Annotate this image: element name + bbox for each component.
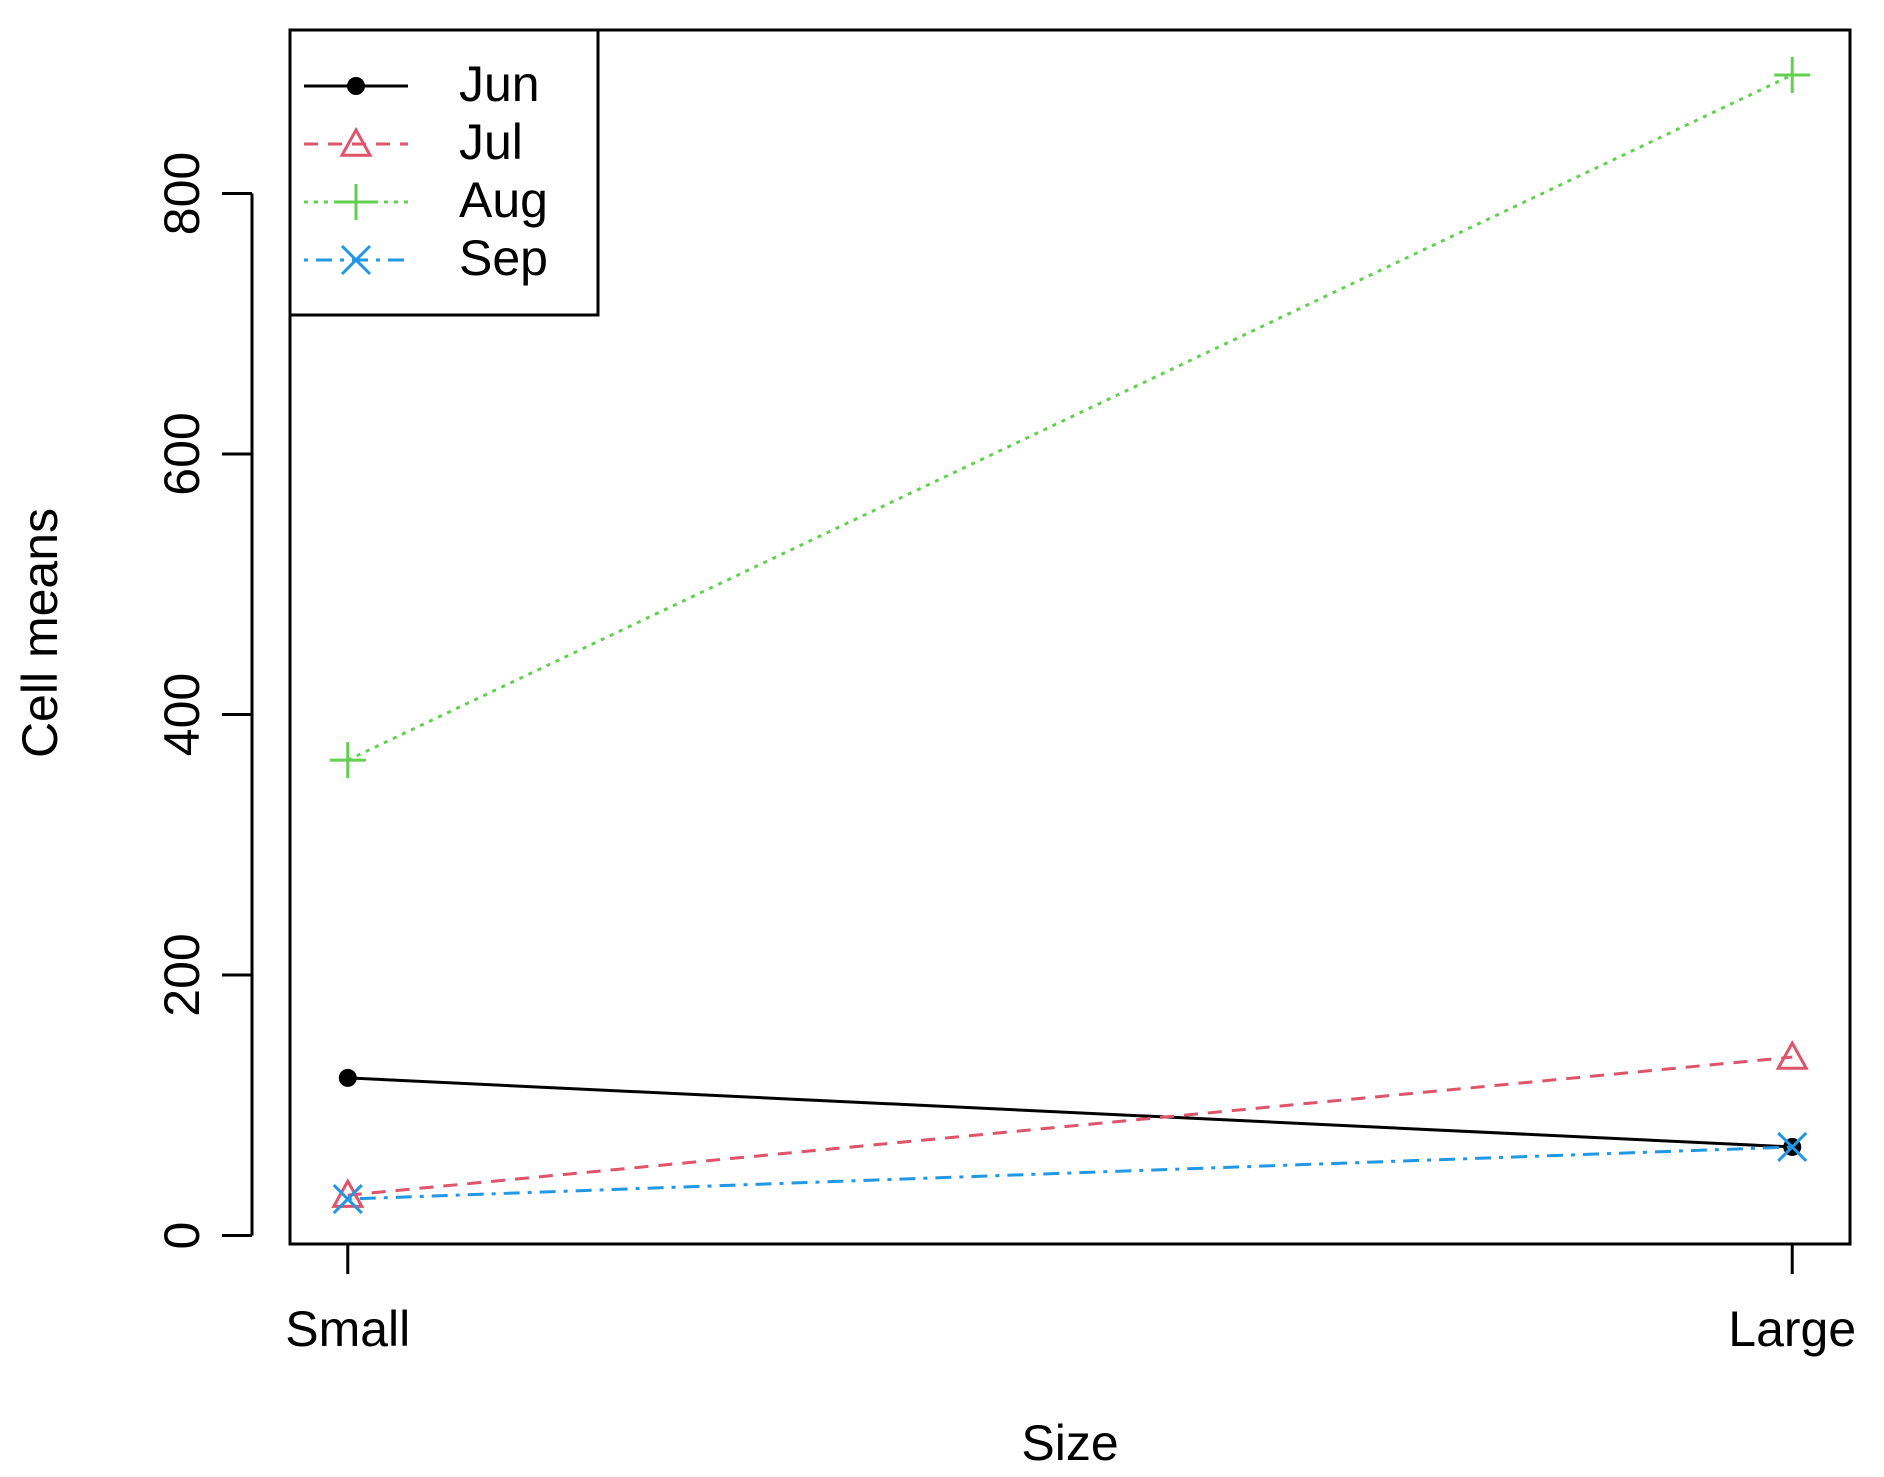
legend-label: Aug [459, 172, 548, 228]
legend-box [288, 28, 600, 317]
series-line [347, 73, 1793, 762]
marker [1774, 56, 1811, 93]
legend-label: Jul [459, 114, 523, 170]
marker [1775, 1039, 1809, 1070]
legend-marker [340, 244, 372, 276]
y-axis-label: Cell means [12, 508, 68, 758]
legend-marker [347, 77, 365, 95]
x-tick-label: Large [1728, 1301, 1856, 1357]
y-tick-label: 0 [154, 1222, 210, 1250]
legend-marker [339, 126, 373, 157]
marker [332, 1183, 363, 1215]
series-line [347, 1055, 1793, 1197]
marker [338, 1068, 357, 1087]
y-tick-label: 800 [154, 152, 210, 235]
legend-marker [338, 184, 374, 220]
x-axis-label: Size [1021, 1415, 1118, 1471]
y-tick-label: 400 [154, 673, 210, 756]
series-line [347, 1076, 1793, 1149]
x-tick-label: Small [285, 1301, 410, 1357]
legend-label: Sep [459, 230, 548, 286]
series-line [347, 1145, 1793, 1201]
marker [329, 742, 366, 779]
legend-label: Jun [459, 56, 540, 112]
marker [1777, 1131, 1808, 1163]
y-tick-label: 600 [154, 412, 210, 495]
y-tick-label: 200 [154, 933, 210, 1016]
